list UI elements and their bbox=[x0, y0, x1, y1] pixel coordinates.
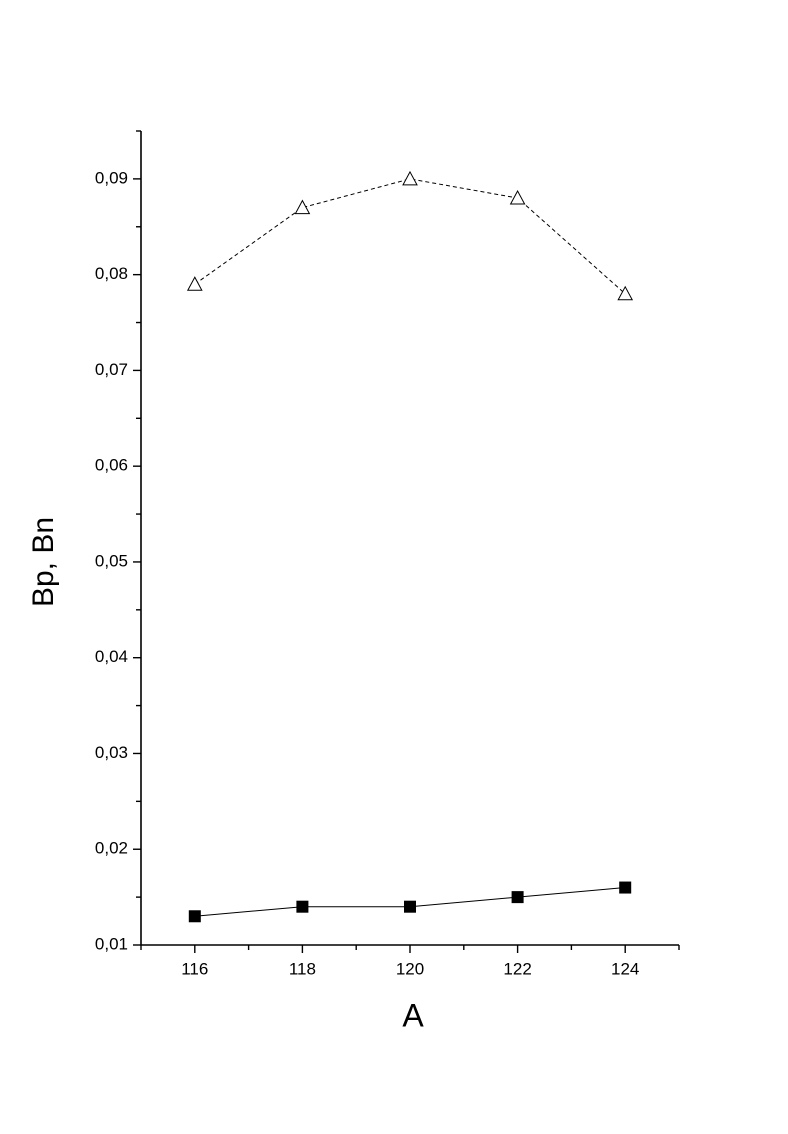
marker bbox=[404, 900, 416, 913]
y-tick-label: 0,01 bbox=[95, 934, 128, 953]
y-tick-label: 0,02 bbox=[95, 839, 128, 858]
marker bbox=[294, 199, 311, 215]
y-axis-label: Bp, Bn bbox=[27, 517, 60, 607]
marker bbox=[186, 276, 203, 291]
y-tick-label: 0,04 bbox=[95, 647, 128, 666]
marker bbox=[509, 189, 526, 205]
x-axis-label: A bbox=[402, 997, 424, 1033]
x-tick-label: 118 bbox=[289, 959, 316, 978]
x-tick-label: 120 bbox=[396, 959, 424, 978]
y-tick-label: 0,06 bbox=[95, 456, 128, 475]
marker bbox=[619, 881, 632, 894]
y-tick-label: 0,09 bbox=[95, 168, 128, 187]
y-tick-label: 0,03 bbox=[95, 743, 128, 762]
marker bbox=[188, 910, 201, 923]
marker bbox=[402, 170, 418, 186]
marker bbox=[511, 891, 524, 904]
x-tick-label: 116 bbox=[181, 959, 208, 978]
x-tick-label: 122 bbox=[503, 959, 531, 978]
marker bbox=[617, 285, 634, 301]
y-tick-label: 0,05 bbox=[95, 551, 128, 570]
y-tick-label: 0,07 bbox=[95, 360, 128, 379]
x-tick-label: 124 bbox=[611, 959, 639, 978]
marker bbox=[296, 900, 309, 913]
y-tick-label: 0,08 bbox=[95, 264, 128, 283]
series-line bbox=[194, 178, 626, 295]
